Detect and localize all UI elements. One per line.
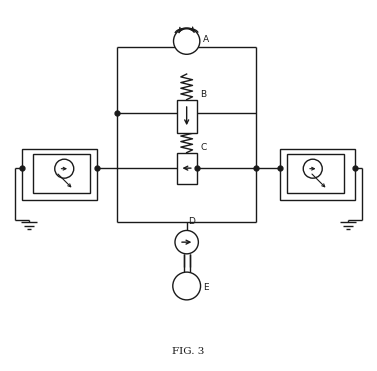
Text: F: F — [324, 161, 329, 170]
Bar — [176, 152, 197, 184]
Circle shape — [175, 230, 198, 254]
Text: C: C — [201, 143, 207, 152]
Circle shape — [55, 159, 74, 178]
Bar — [22, 149, 97, 200]
Text: M: M — [182, 281, 192, 291]
Circle shape — [303, 159, 322, 178]
Text: F: F — [75, 161, 80, 170]
Text: E: E — [204, 283, 209, 292]
Circle shape — [173, 28, 200, 54]
Text: FIG. 3: FIG. 3 — [172, 347, 205, 356]
Text: B: B — [201, 90, 207, 99]
Bar — [287, 154, 344, 193]
Text: A: A — [203, 35, 209, 44]
Bar — [176, 100, 197, 132]
Bar — [280, 149, 355, 200]
Circle shape — [173, 272, 201, 300]
Text: D: D — [188, 217, 195, 226]
Bar — [33, 154, 90, 193]
